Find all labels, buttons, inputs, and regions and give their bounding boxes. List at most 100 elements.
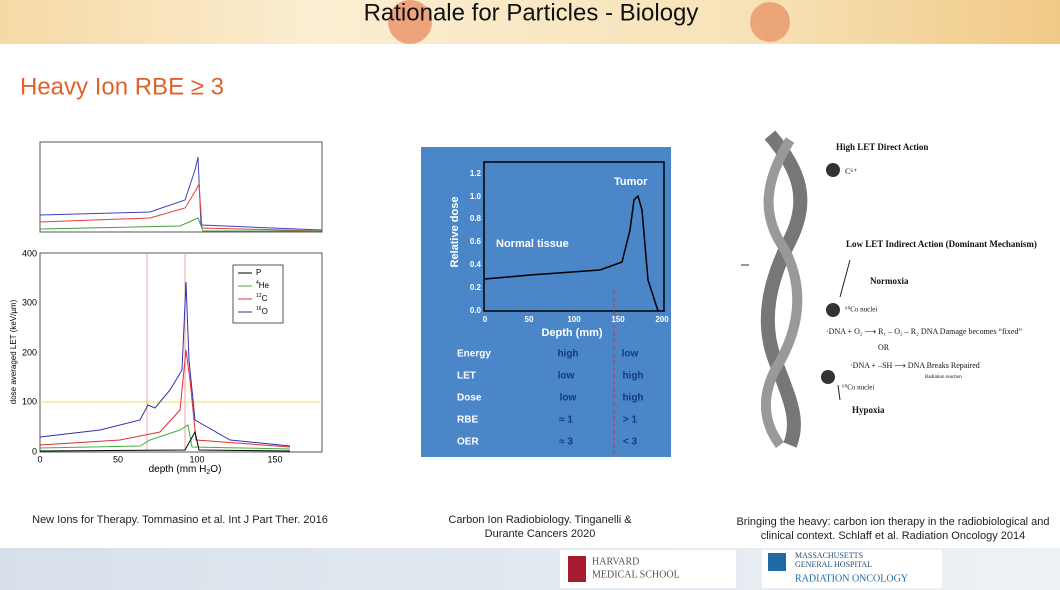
caption: Carbon Ion Radiobiology. Tinganelli & Du… xyxy=(448,514,632,540)
figure-panel xyxy=(421,147,671,457)
y-axis-label: Relative dose xyxy=(449,197,461,268)
label: ·DNA + O₂ ⟶ R₁ – O₂ – R₂ DNA Damage beco… xyxy=(826,327,1022,336)
label: Radiation reaction xyxy=(925,375,962,380)
plot-frame xyxy=(39,141,323,233)
x-tick-label: 150 xyxy=(267,454,282,464)
arrow xyxy=(837,384,841,401)
curve xyxy=(39,430,291,452)
legend-name: He xyxy=(259,281,270,290)
legend-frame xyxy=(232,264,284,324)
label: C⁶⁺ xyxy=(845,167,857,176)
y-tick-labels: 0.0 0.2 0.4 0.6 0.8 1.0 1.2 xyxy=(470,169,482,315)
label: Hypoxia xyxy=(852,405,885,415)
x-tick-label: 200 xyxy=(655,315,669,324)
logo-shield xyxy=(768,553,786,571)
label: ⁶⁰Co nuclei xyxy=(845,306,877,314)
y-tick-label: 0.8 xyxy=(470,214,482,223)
label-part: depth (mm H xyxy=(149,464,207,475)
label: ·DNA + –SH ⟶ DNA Breaks Repaired xyxy=(850,361,980,370)
label: Low LET Indirect Action (Dominant Mechan… xyxy=(846,239,1037,249)
y-tick-label: 0 xyxy=(32,446,37,456)
x-tick-label: 50 xyxy=(113,454,123,464)
legend-label: P xyxy=(256,268,261,277)
y-tick-label: 0.4 xyxy=(470,260,482,269)
graphic: High LET Direct Action C⁶⁺ Low LET Indir… xyxy=(826,142,1037,415)
legend-name: C xyxy=(262,294,268,303)
sun xyxy=(388,0,432,44)
plot-frame xyxy=(483,161,665,312)
x-tick-labels: 0 50 100 150 200 xyxy=(483,315,669,324)
x-tick-label: 100 xyxy=(567,315,581,324)
y-tick-label: 1.0 xyxy=(470,192,482,201)
y-tick-label: 0.6 xyxy=(470,237,482,246)
header-band xyxy=(0,0,1060,44)
legend-sup: 12 xyxy=(256,293,262,299)
caption: New Ions for Therapy. Tommasino et al. I… xyxy=(32,514,328,526)
logo-box xyxy=(560,550,736,588)
curve xyxy=(39,182,323,232)
heading: Heavy Ion RBE ≥ 3 xyxy=(20,73,224,100)
curve xyxy=(39,281,291,447)
legend-sup: 4 xyxy=(256,280,259,286)
legend-label: 4He xyxy=(256,280,270,290)
comparison-table: Energy high low LET low high Dose low hi… xyxy=(457,349,644,448)
label: High LET Direct Action xyxy=(836,142,928,152)
x-axis-label: Depth (mm) xyxy=(541,327,602,339)
ion-icon xyxy=(821,370,835,384)
cell: low xyxy=(560,393,577,404)
legend-sup: 16 xyxy=(256,306,262,312)
y-tick-label: 1.2 xyxy=(470,169,482,178)
logo-text: RADIATION ONCOLOGY xyxy=(795,573,908,584)
x-tick-label: 0 xyxy=(37,454,42,464)
y-tick-label: 400 xyxy=(22,248,37,258)
legend-label: 12C xyxy=(256,293,268,303)
cell: high xyxy=(557,349,578,360)
curve xyxy=(484,194,659,312)
row-label: Dose xyxy=(457,393,482,404)
ion-icon xyxy=(826,303,840,317)
y-tick-labels: 0 100 200 300 400 xyxy=(22,248,37,456)
cell: high xyxy=(622,393,643,404)
label: OR xyxy=(878,343,890,352)
y-tick-label: 0.2 xyxy=(470,283,482,292)
plot-frame xyxy=(39,252,323,453)
label: ⁶⁰Co nuclei xyxy=(842,384,874,392)
x-axis-label: depth (mm H2O) xyxy=(149,464,222,476)
y-axis-label: dose averaged LET (keV/µm) xyxy=(9,299,18,404)
row-label: RBE xyxy=(457,415,478,426)
x-tick-label: 50 xyxy=(525,315,534,324)
row-label: LET xyxy=(457,371,476,382)
cell: high xyxy=(622,371,643,382)
legend-name: O xyxy=(262,307,268,316)
label-part: O) xyxy=(210,464,221,475)
legend: P 4He 12C 16O xyxy=(232,264,284,324)
y-tick-label: 100 xyxy=(22,396,37,406)
curve xyxy=(39,349,291,448)
y-tick-label: 300 xyxy=(22,297,37,307)
cell: ≈ 1 xyxy=(559,415,573,426)
curve xyxy=(39,156,323,231)
cell: ≈ 3 xyxy=(559,437,573,448)
label: Normoxia xyxy=(870,276,909,286)
x-tick-label: 0 xyxy=(483,315,488,324)
x-tick-labels: 0 50 100 150 xyxy=(37,454,282,464)
ion-icon xyxy=(826,163,840,177)
annotation: Normal tissue xyxy=(496,238,569,250)
x-tick-label: 100 xyxy=(189,454,204,464)
curve xyxy=(39,217,322,232)
logo-text: GENERAL HOSPITAL xyxy=(795,560,872,569)
logo-text: HARVARD xyxy=(592,556,639,567)
sun xyxy=(750,2,790,42)
row-label: Energy xyxy=(457,349,491,360)
cell: > 1 xyxy=(623,415,638,426)
caption: Bringing the heavy: carbon ion therapy i… xyxy=(736,516,1050,542)
logo-shield xyxy=(568,556,586,582)
y-tick-label: 0.0 xyxy=(470,306,482,315)
dna-helix xyxy=(760,137,803,448)
annotation: Tumor xyxy=(614,176,648,188)
slide-title: Rationale for Particles - Biology xyxy=(364,0,699,26)
curve xyxy=(39,424,291,450)
legend-label: 16O xyxy=(256,306,268,316)
